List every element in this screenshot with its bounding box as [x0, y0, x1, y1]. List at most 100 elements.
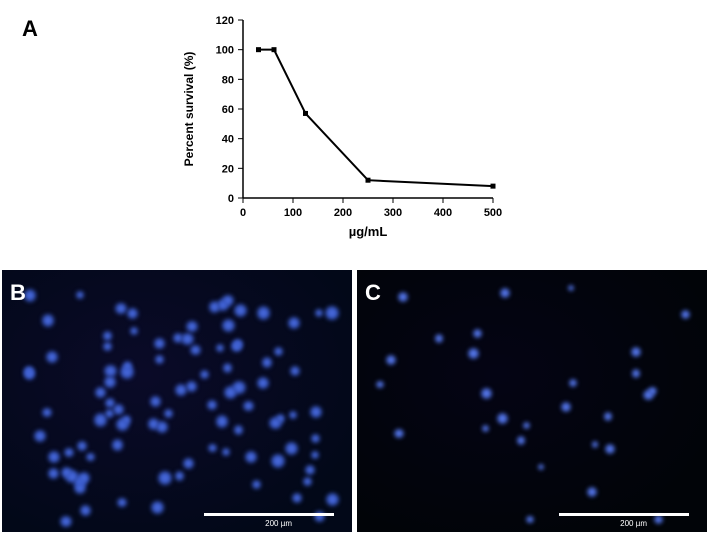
- cell-nucleus: [200, 370, 209, 379]
- cell-nucleus: [77, 441, 87, 451]
- cell-nucleus: [190, 345, 201, 356]
- svg-text:20: 20: [222, 163, 234, 175]
- cell-nucleus: [46, 351, 58, 363]
- cell-nucleus: [311, 451, 319, 459]
- cell-nucleus: [223, 363, 232, 372]
- panel-c-label: C: [365, 280, 381, 306]
- cell-nucleus: [64, 448, 73, 457]
- cell-nucleus: [224, 386, 238, 400]
- cell-nucleus: [122, 415, 132, 425]
- cell-nucleus: [127, 308, 138, 319]
- cell-nucleus: [568, 285, 574, 291]
- cell-nucleus: [234, 304, 247, 317]
- cell-nucleus: [175, 384, 187, 396]
- cell-nucleus: [117, 498, 126, 507]
- cell-nucleus: [435, 334, 443, 342]
- cell-nucleus: [376, 381, 384, 389]
- cell-nucleus: [103, 331, 112, 340]
- cell-nucleus: [592, 441, 599, 448]
- cell-nucleus: [231, 341, 242, 352]
- cell-nucleus: [234, 425, 244, 435]
- cell-nucleus: [130, 327, 138, 335]
- cell-nucleus: [290, 366, 300, 376]
- cell-nucleus: [569, 379, 577, 387]
- cell-nucleus: [175, 471, 184, 480]
- cell-nucleus: [311, 434, 320, 443]
- svg-text:200: 200: [334, 207, 352, 219]
- cell-nucleus: [526, 516, 534, 524]
- svg-text:µg/mL: µg/mL: [349, 224, 388, 239]
- svg-text:400: 400: [434, 207, 452, 219]
- cell-nucleus: [271, 454, 285, 468]
- cell-nucleus: [394, 429, 404, 439]
- cell-nucleus: [216, 415, 229, 428]
- cell-nucleus: [34, 430, 46, 442]
- cell-nucleus: [257, 377, 269, 389]
- cell-nucleus: [186, 321, 197, 332]
- cell-nucleus: [631, 347, 641, 357]
- panel-b-label: B: [10, 280, 26, 306]
- cell-nucleus: [482, 425, 489, 432]
- survival-chart: 0100200300400500020406080100120µg/mLPerc…: [175, 8, 515, 243]
- cell-nucleus: [289, 411, 297, 419]
- cell-nucleus: [305, 465, 315, 475]
- cell-nucleus: [310, 406, 322, 418]
- cell-nucleus: [181, 333, 193, 345]
- cell-nucleus: [76, 291, 84, 299]
- svg-text:100: 100: [284, 207, 302, 219]
- scale-bar-label: 200 µm: [620, 519, 647, 528]
- cell-nucleus: [208, 444, 216, 452]
- svg-text:80: 80: [222, 74, 234, 86]
- cell-nucleus: [292, 493, 302, 503]
- chart-svg: 0100200300400500020406080100120µg/mLPerc…: [175, 8, 515, 243]
- cell-nucleus: [604, 412, 612, 420]
- cell-nucleus: [207, 400, 217, 410]
- svg-text:120: 120: [216, 15, 234, 27]
- cell-nucleus: [148, 418, 160, 430]
- scale-bar-label: 200 µm: [265, 519, 292, 528]
- cell-nucleus: [115, 303, 127, 315]
- cell-nucleus: [186, 381, 197, 392]
- cell-nucleus: [257, 306, 271, 320]
- cell-nucleus: [274, 347, 283, 356]
- svg-text:500: 500: [484, 207, 502, 219]
- cell-nucleus: [78, 472, 90, 484]
- svg-text:0: 0: [240, 207, 246, 219]
- cell-nucleus: [164, 409, 173, 418]
- cell-nucleus: [112, 439, 124, 451]
- svg-text:300: 300: [384, 207, 402, 219]
- cell-nucleus: [605, 444, 615, 454]
- svg-text:0: 0: [228, 193, 234, 205]
- cell-nucleus: [303, 477, 312, 486]
- cell-nucleus: [285, 442, 298, 455]
- panel-a-label: A: [22, 16, 38, 42]
- scale-bar: [204, 513, 334, 516]
- cell-nucleus: [155, 355, 164, 364]
- cell-nucleus: [481, 388, 492, 399]
- cell-nucleus: [103, 342, 111, 350]
- cell-nucleus: [123, 361, 133, 371]
- cell-nucleus: [245, 451, 257, 463]
- cell-nucleus: [61, 467, 72, 478]
- cell-nucleus: [209, 301, 220, 312]
- cell-nucleus: [222, 319, 235, 332]
- cell-nucleus: [48, 451, 60, 463]
- cell-nucleus: [473, 329, 482, 338]
- svg-text:60: 60: [222, 104, 234, 116]
- cell-nucleus: [523, 422, 530, 429]
- cell-nucleus: [216, 344, 224, 352]
- cell-nucleus: [86, 453, 94, 461]
- cell-nucleus: [60, 516, 71, 527]
- cell-nucleus: [517, 436, 526, 445]
- scale-bar: [559, 513, 689, 516]
- cell-nucleus: [222, 295, 234, 307]
- cell-nucleus: [243, 401, 253, 411]
- cell-nucleus: [24, 368, 35, 379]
- cell-nucleus: [468, 348, 479, 359]
- cell-nucleus: [48, 468, 59, 479]
- micrograph-c: 200 µm: [357, 270, 707, 532]
- cell-nucleus: [500, 288, 510, 298]
- cell-nucleus: [587, 487, 597, 497]
- cell-nucleus: [158, 471, 172, 485]
- cell-nucleus: [95, 387, 106, 398]
